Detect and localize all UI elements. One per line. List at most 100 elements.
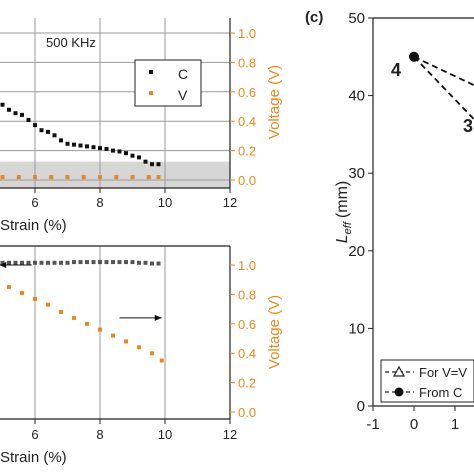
point-c xyxy=(124,260,128,265)
point-v xyxy=(159,358,164,363)
x-tick-label: 0 xyxy=(410,416,418,433)
arrow-head xyxy=(0,262,7,268)
point-c xyxy=(0,260,5,265)
point-v xyxy=(130,175,135,180)
y-tick-label: 50 xyxy=(348,10,365,27)
y-tick-label: 0.6 xyxy=(238,317,256,332)
point-v xyxy=(137,345,141,350)
right-y-ticks: 0.0 0.2 0.4 0.6 0.8 1.0 xyxy=(230,258,256,420)
x-tick-label: 12 xyxy=(223,427,237,442)
point-c xyxy=(65,141,70,146)
point-v xyxy=(33,296,37,301)
point-v xyxy=(33,175,37,180)
point-c xyxy=(130,153,135,158)
x-tick-label: 6 xyxy=(31,195,38,210)
point-c xyxy=(52,260,57,265)
y-tick-label: 0.6 xyxy=(238,85,256,100)
x-tick-label: 8 xyxy=(96,195,103,210)
x-tick-label: 8 xyxy=(96,427,103,442)
point-c xyxy=(117,260,122,265)
y-tick-label: 0.2 xyxy=(238,376,256,391)
y-tick-label: 20 xyxy=(348,243,365,260)
dashed-lines xyxy=(413,55,474,121)
point-c xyxy=(124,151,128,156)
point-v xyxy=(81,175,86,180)
x-tick-label: -1 xyxy=(366,416,379,433)
point-v xyxy=(98,175,102,180)
point-c xyxy=(26,118,31,122)
legend-label-for-v: For V=V xyxy=(419,365,467,380)
point-c xyxy=(137,260,141,265)
point-c xyxy=(85,144,89,149)
point-c xyxy=(111,260,115,265)
point-c xyxy=(39,260,44,265)
point-c xyxy=(13,260,18,265)
point-c xyxy=(143,260,148,265)
x-tick-label: 6 xyxy=(31,427,38,442)
x-ticks: -1 0 1 xyxy=(366,406,459,433)
point-c xyxy=(143,159,148,164)
point-c xyxy=(156,162,161,167)
point-v xyxy=(16,175,21,180)
point-v xyxy=(85,321,89,326)
y-tick-label: 10 xyxy=(348,320,365,337)
point-c xyxy=(104,146,109,151)
shaded-band xyxy=(0,161,230,188)
point-c xyxy=(91,145,96,150)
point-c xyxy=(78,260,83,265)
point-c xyxy=(52,133,57,138)
y-label-main: L xyxy=(334,234,351,243)
y-tick-label: 0 xyxy=(357,398,365,415)
point-v xyxy=(98,327,102,332)
x-tick-label: 1 xyxy=(451,416,459,433)
point-c xyxy=(33,123,37,128)
x-axis-label: Strain (%) xyxy=(0,217,67,234)
y-tick-label: 1.0 xyxy=(238,258,256,273)
gridlines xyxy=(34,246,166,419)
point-c xyxy=(98,260,102,265)
point-c xyxy=(7,260,11,265)
point-v xyxy=(59,310,63,315)
point-c xyxy=(7,107,11,112)
point-c xyxy=(111,148,115,153)
legend-marker-triangle xyxy=(392,365,406,377)
right-y-ticks: 0.0 0.2 0.4 0.6 0.8 1.0 xyxy=(230,26,256,188)
point-label-4: 4 xyxy=(391,60,401,80)
panel-label: (c) xyxy=(305,9,323,26)
point-v xyxy=(156,175,161,180)
point-c xyxy=(150,261,154,266)
y-tick-label: 0.0 xyxy=(238,173,256,188)
legend-marker-v xyxy=(149,91,153,95)
dashed-line xyxy=(413,55,474,87)
point-c xyxy=(72,260,76,265)
y-label-unit: (mm) xyxy=(334,181,351,218)
x-tick-label: 12 xyxy=(223,195,237,210)
y-tick-label: 0.8 xyxy=(238,55,256,70)
point-c xyxy=(91,260,96,265)
point-c xyxy=(150,162,154,167)
point-c xyxy=(46,260,50,265)
point-c xyxy=(46,129,50,134)
point-v xyxy=(150,351,154,356)
legend-label-v: V xyxy=(178,87,188,103)
x-tick-label: 10 xyxy=(158,427,172,442)
arrow-head xyxy=(154,314,162,321)
right-y-axis-label: Voltage (V) xyxy=(266,65,283,139)
y-tick-label: 30 xyxy=(348,165,365,182)
legend-box xyxy=(134,59,202,107)
data-points xyxy=(0,102,161,180)
point-v xyxy=(65,175,70,180)
point-c xyxy=(98,146,102,151)
point-c xyxy=(85,260,89,265)
point-v xyxy=(20,290,24,295)
point-v xyxy=(46,302,50,307)
data-points xyxy=(0,260,164,363)
svg-text:Leff(mm): Leff (mm) xyxy=(334,181,354,243)
point-c xyxy=(78,143,83,148)
y-tick-label: 0.8 xyxy=(238,287,256,302)
legend-marker-c xyxy=(149,70,153,74)
x-tick-label: 10 xyxy=(158,195,172,210)
x-ticks: 6 8 10 12 xyxy=(31,419,237,442)
